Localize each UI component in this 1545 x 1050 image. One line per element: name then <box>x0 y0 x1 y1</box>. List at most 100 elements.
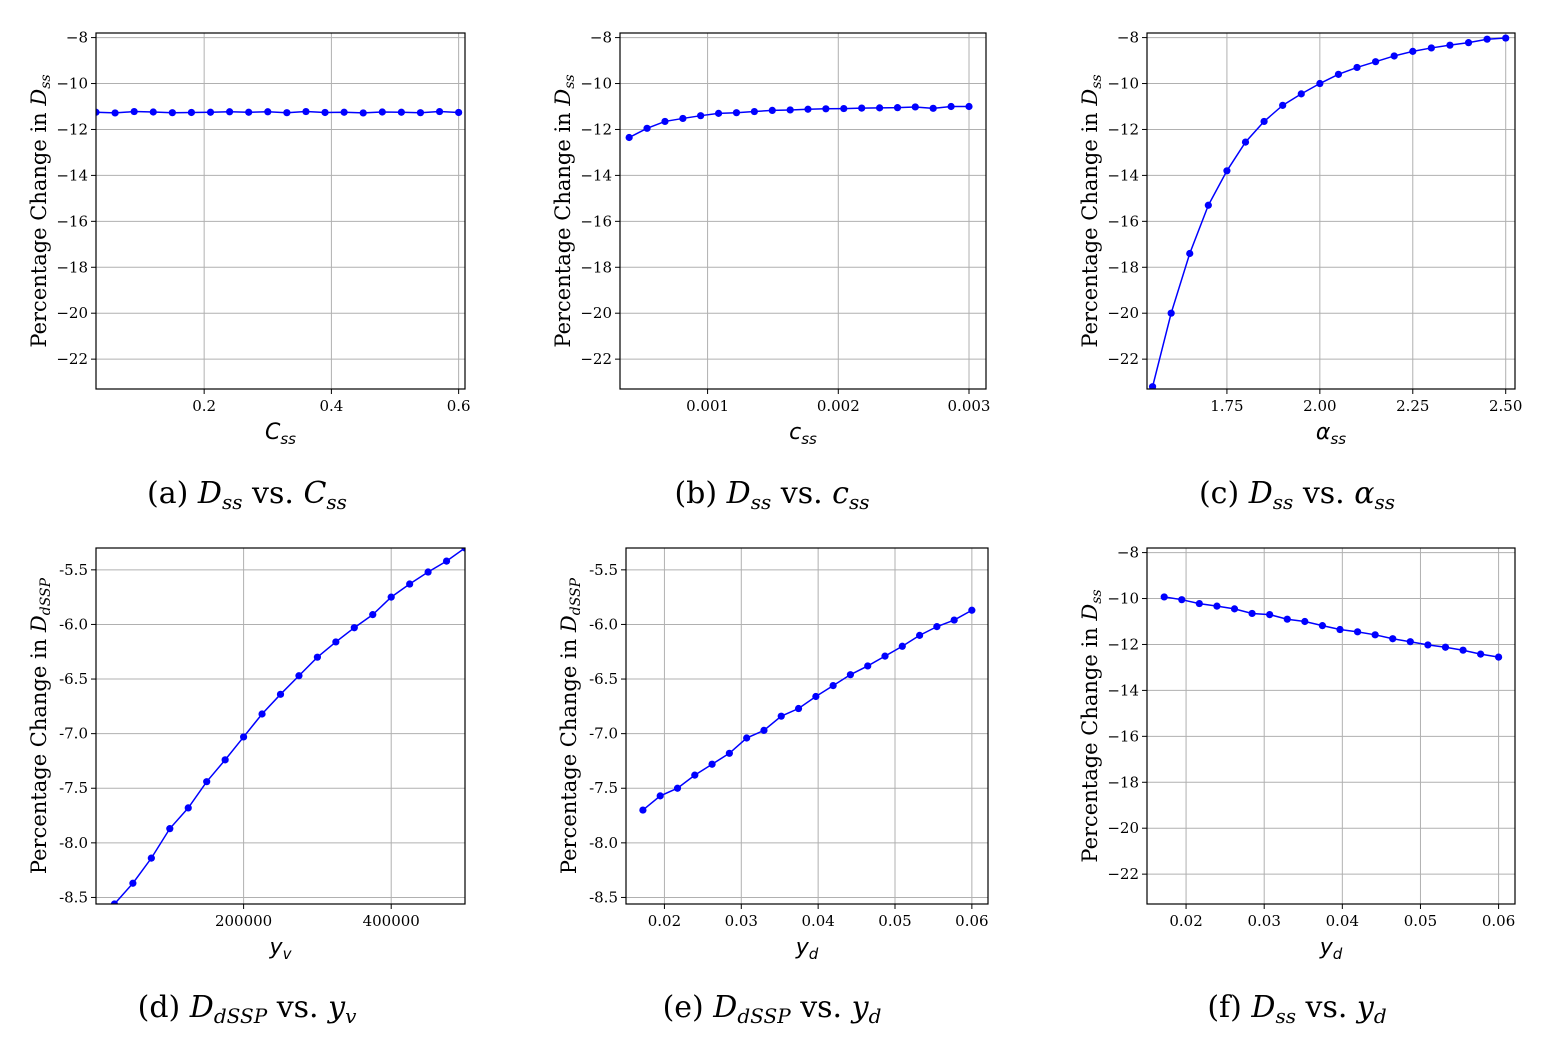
panel-caption: (b) Dss vs. css <box>674 476 869 514</box>
y-tick-label: −20 <box>580 304 612 322</box>
data-point <box>661 117 669 126</box>
data-point <box>750 107 758 116</box>
axes-frame <box>95 32 466 390</box>
y-tick-label: -6.0 <box>589 615 618 633</box>
data-point <box>1318 622 1327 630</box>
data-point <box>639 806 647 814</box>
data-point <box>1266 611 1274 619</box>
y-tick-label: -8.5 <box>59 888 88 906</box>
data-point <box>206 108 215 116</box>
x-tick-label: 0.03 <box>1247 912 1280 930</box>
data-point <box>1148 383 1157 389</box>
data-point <box>875 104 884 112</box>
y-tick-label: -7.5 <box>59 779 88 797</box>
y-tick-label: −16 <box>1107 727 1139 745</box>
y-tick-label: −10 <box>56 75 88 93</box>
data-point <box>240 733 248 741</box>
data-point <box>442 557 451 565</box>
data-point <box>673 784 682 792</box>
y-tick-label: −20 <box>1107 304 1139 322</box>
x-axis-label: yd <box>795 935 819 963</box>
data-point <box>743 734 751 742</box>
data-point <box>1464 39 1473 47</box>
data-point <box>149 108 157 116</box>
series-group <box>96 107 463 117</box>
data-point <box>340 108 348 116</box>
data-point <box>455 108 463 117</box>
x-tick-label: 0.03 <box>725 912 758 930</box>
data-point <box>416 109 425 117</box>
data-point <box>829 681 837 690</box>
series-line <box>113 548 465 904</box>
data-point <box>1424 641 1432 649</box>
data-point <box>168 109 176 117</box>
data-point <box>1223 167 1231 175</box>
y-tick-label: −8 <box>1117 544 1139 562</box>
chart-panel-3: 1.75 2.00 2.25 2.50 −22 −20 −18 −16 −14 −12 −10 −8 P… <box>1078 29 1522 514</box>
data-point <box>424 568 432 576</box>
y-tick-label: -8.0 <box>589 834 618 852</box>
data-point <box>96 108 100 116</box>
data-point <box>1230 605 1239 613</box>
data-point <box>245 108 253 116</box>
data-point <box>965 102 973 111</box>
series-group <box>625 102 973 142</box>
data-point <box>679 114 687 123</box>
x-tick-label: 0.02 <box>648 912 681 930</box>
y-tick-label: −12 <box>580 120 612 138</box>
data-point <box>435 107 444 116</box>
y-tick-label: −22 <box>580 350 612 368</box>
y-tick-label: −18 <box>56 258 88 276</box>
y-tick-label: −10 <box>1107 590 1139 608</box>
series-group <box>639 606 976 814</box>
x-axis-label: yd <box>1319 935 1343 963</box>
chart-panel-4: 200000 400000 -8.5 -8.0 -7.5 -7.0 -6.5 -6.0 -5.5… <box>27 547 466 1028</box>
y-tick-label: -8.0 <box>59 834 88 852</box>
data-point <box>378 108 386 116</box>
y-axis-label: Percentage Change in DdSSP <box>27 577 54 874</box>
y-tick-label: −16 <box>56 212 88 230</box>
data-point <box>283 109 291 117</box>
x-axis-label: css <box>789 420 817 448</box>
data-point <box>1248 609 1256 618</box>
axes-frame <box>95 547 466 905</box>
chart-panel-5: 0.02 0.03 0.04 0.05 0.06 -8.5 -8.0 -7.5 -7.0 -6.5… <box>557 547 989 1028</box>
series-line <box>628 105 970 139</box>
series-group <box>1148 34 1510 389</box>
data-point <box>1204 201 1212 209</box>
x-tick-label: 0.04 <box>801 912 834 930</box>
y-tick-label: -7.5 <box>589 779 618 797</box>
x-tick-label: 0.02 <box>1169 912 1202 930</box>
series-group <box>110 548 465 904</box>
series-group <box>1160 593 1503 661</box>
data-point <box>1390 52 1398 60</box>
data-point <box>1353 628 1362 636</box>
data-point <box>1502 34 1510 42</box>
y-tick-label: −10 <box>1107 75 1139 93</box>
data-point <box>1178 596 1186 604</box>
data-point <box>369 611 377 619</box>
data-point <box>1353 63 1361 72</box>
data-point <box>1283 615 1291 623</box>
data-point <box>714 109 723 117</box>
data-point <box>187 108 196 117</box>
x-tick-label: 400000 <box>363 912 420 930</box>
y-tick-label: −20 <box>1107 819 1139 837</box>
data-point <box>881 652 889 660</box>
data-point <box>1334 70 1343 78</box>
data-point <box>846 671 855 679</box>
data-point <box>221 756 229 764</box>
data-point <box>1167 309 1175 317</box>
y-tick-label: −18 <box>580 258 612 276</box>
data-point <box>166 825 174 833</box>
y-tick-label: -6.5 <box>59 670 88 688</box>
data-point <box>1406 638 1414 646</box>
x-tick-label: 0.04 <box>1326 912 1359 930</box>
data-point <box>1241 138 1250 146</box>
data-point <box>1195 599 1203 608</box>
x-tick-label: 2.00 <box>1303 397 1336 415</box>
data-point <box>812 692 820 701</box>
data-point <box>1301 617 1309 626</box>
data-point <box>929 104 937 112</box>
x-tick-label: 2.50 <box>1489 397 1522 415</box>
